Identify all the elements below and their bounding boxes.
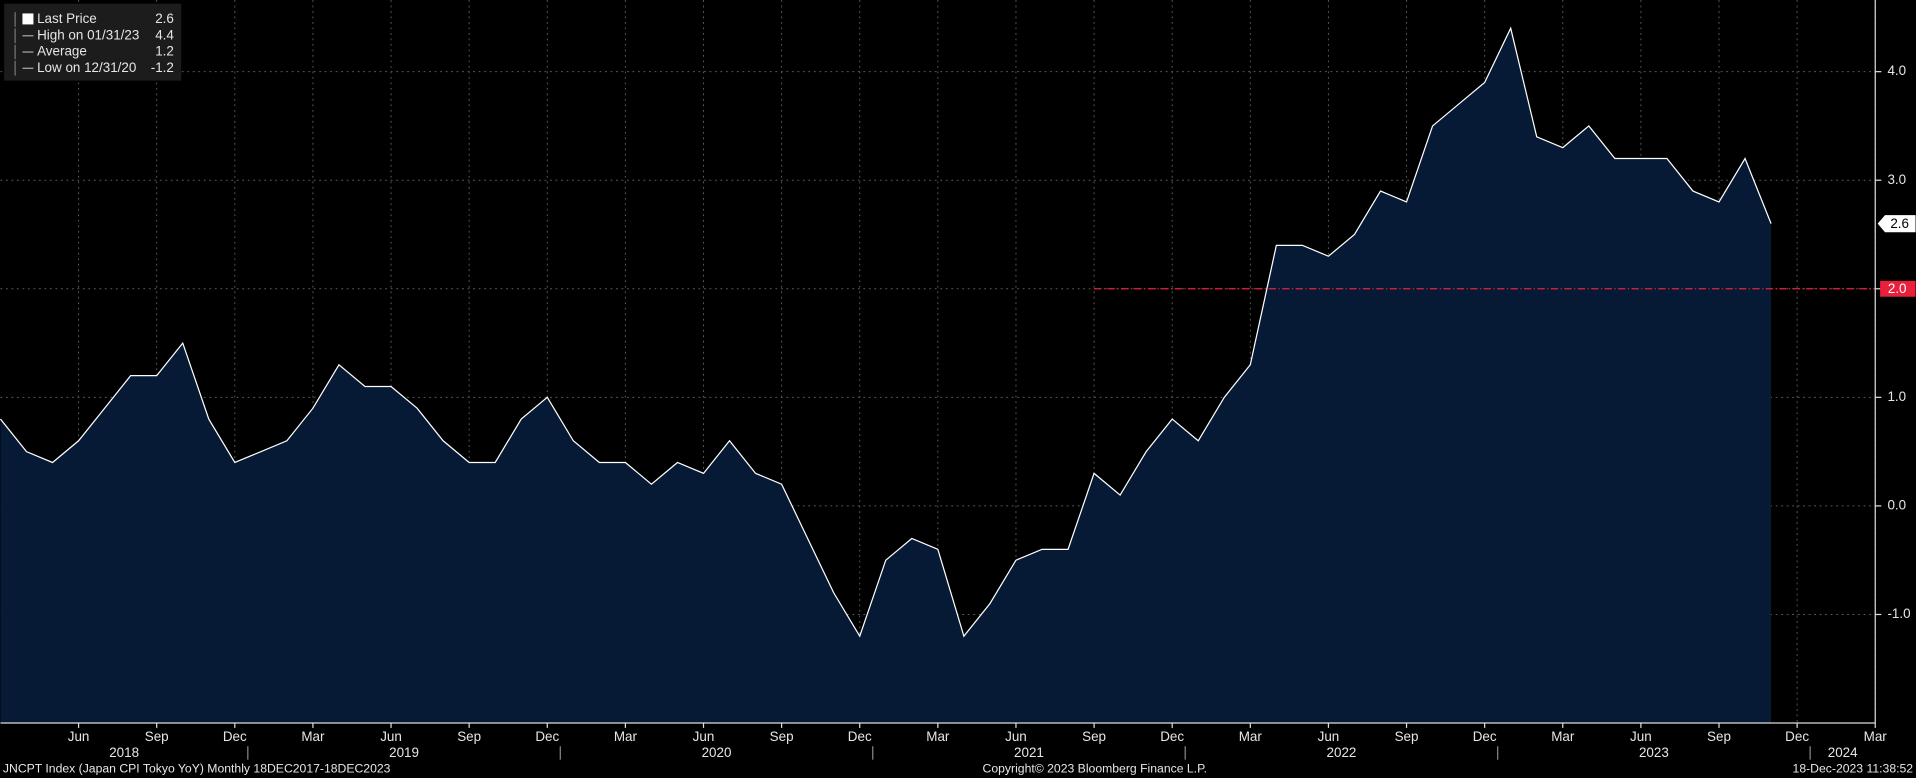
legend-label: High on 01/31/23	[37, 27, 139, 42]
y-tick-label: 0.0	[1887, 497, 1906, 512]
legend-value: -1.2	[151, 60, 174, 75]
x-tick-label: Mar	[1551, 729, 1575, 744]
x-tick-label: Dec	[223, 729, 247, 744]
x-tick-label: Mar	[301, 729, 325, 744]
x-tick-label: Sep	[770, 729, 794, 744]
legend-value: 4.4	[155, 27, 174, 42]
legend: Last Price 2.6 High on 01/31/23 4.4 Average 1…	[4, 3, 182, 81]
reference-label: 2.0	[1888, 281, 1907, 296]
legend-label: Last Price	[37, 11, 97, 26]
line	[0, 26, 1772, 638]
plot-layer	[0, 26, 1876, 724]
x-tick-label: Sep	[1082, 729, 1106, 744]
legend-label: Low on 12/31/20	[37, 60, 136, 75]
x-tick-label: Jun	[380, 729, 402, 744]
year-label: 2023	[1639, 745, 1669, 760]
x-tick-label: Mar	[1864, 729, 1888, 744]
legend-swatch	[22, 13, 34, 25]
legend-value: 2.6	[155, 11, 174, 26]
x-tick-label: Dec	[1160, 729, 1184, 744]
last-price-tag	[1877, 215, 1916, 233]
x-tick-label: Dec	[1473, 729, 1497, 744]
year-label: 2022	[1327, 745, 1357, 760]
x-tick-label: Sep	[1395, 729, 1419, 744]
x-tick-label: Dec	[535, 729, 559, 744]
legend-box	[4, 3, 182, 81]
x-tick-label: Sep	[145, 729, 169, 744]
footer-right: 18-Dec-2023 11:38:52	[1793, 762, 1914, 776]
x-tick-label: Jun	[68, 729, 90, 744]
legend-value: 1.2	[155, 44, 174, 59]
year-label: 2019	[389, 745, 419, 760]
x-tick-label: Mar	[1239, 729, 1263, 744]
year-label: 2018	[109, 745, 139, 760]
y-tick-label: 1.0	[1887, 389, 1906, 404]
x-tick-label: Jun	[693, 729, 715, 744]
year-label: 2021	[1014, 745, 1044, 760]
footer-left: JNCPT Index (Japan CPI Tokyo YoY) Monthl…	[3, 762, 391, 776]
x-tick-label: Jun	[1630, 729, 1652, 744]
y-tick-label: 4.0	[1887, 63, 1906, 78]
x-tick-label: Jun	[1005, 729, 1027, 744]
year-label: 2020	[702, 745, 732, 760]
x-tick-label: Dec	[1785, 729, 1809, 744]
area	[0, 28, 1772, 724]
x-tick-label: Jun	[1318, 729, 1340, 744]
x-tick-label: Dec	[848, 729, 872, 744]
reference-tag	[1880, 280, 1916, 297]
footer-center: Copyright© 2023 Bloomberg Finance L.P.	[983, 762, 1208, 776]
y-tick-label: 3.0	[1887, 172, 1906, 187]
x-tick-label: Mar	[614, 729, 638, 744]
year-label: 2024	[1828, 745, 1858, 760]
legend-label: Average	[37, 44, 87, 59]
y-tick-label: -1.0	[1887, 606, 1910, 621]
x-tick-label: Mar	[926, 729, 950, 744]
x-tick-label: Sep	[457, 729, 481, 744]
x-tick-label: Sep	[1707, 729, 1731, 744]
axis-layer: -1.0 0.0 1.0 2.0 3.0 4.0 Jun Sep Dec Mar Jun Sep Dec…	[0, 0, 1916, 760]
last-price-label: 2.6	[1890, 216, 1909, 231]
